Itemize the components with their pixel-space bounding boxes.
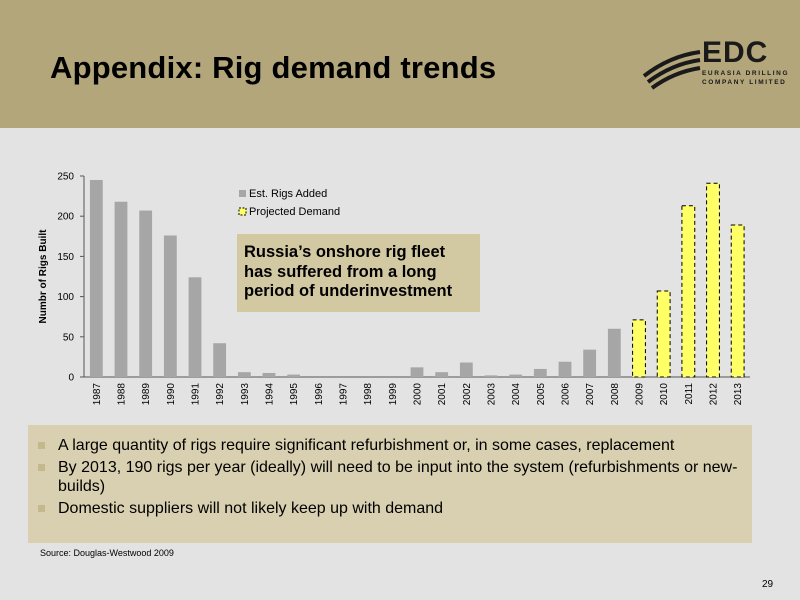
y-axis-title: Numbr of Rigs Built [38, 229, 49, 324]
x-tick-label: 1996 [314, 383, 325, 406]
x-tick-label: 2007 [585, 383, 596, 406]
bar-projected-demand [632, 319, 646, 378]
x-tick-label: 1987 [92, 383, 103, 406]
bullet-marker-icon [38, 505, 45, 512]
bullet-text: A large quantity of rigs require signifi… [58, 437, 675, 454]
x-tick-label: 2008 [610, 383, 621, 406]
y-tick-label: 100 [57, 292, 74, 303]
x-tick-label: 2003 [487, 383, 498, 406]
x-tick-label: 1994 [265, 383, 276, 406]
bar-est-rigs-added [237, 372, 251, 377]
bar-est-rigs-added [558, 361, 572, 377]
bar-est-rigs-added [509, 374, 523, 377]
x-tick-label: 2009 [635, 383, 646, 406]
y-tick-label: 200 [57, 212, 74, 223]
bar-projected-demand [681, 205, 696, 378]
bullet-panel: A large quantity of rigs require signifi… [28, 425, 752, 543]
bar-est-rigs-added [533, 368, 547, 377]
x-tick-label: 2002 [462, 383, 473, 406]
logo-subtitle-line1: EURASIA DRILLING [702, 70, 790, 77]
bar-est-rigs-added [89, 180, 103, 377]
callout-box: Russia’s onshore rig fleet has suffered … [237, 234, 480, 312]
x-tick-label: 1993 [240, 383, 251, 406]
x-tick-label: 1989 [141, 383, 152, 406]
bar-est-rigs-added [163, 235, 177, 377]
bar-est-rigs-added [262, 372, 276, 377]
bar-est-rigs-added [484, 375, 498, 377]
bar-projected-demand [730, 224, 745, 378]
y-tick-label: 150 [57, 252, 74, 263]
x-tick-label: 2011 [684, 383, 695, 405]
bar-est-rigs-added [287, 374, 301, 377]
bullet-text: By 2013, 190 rigs per year (ideally) wil… [58, 459, 738, 495]
page-number: 29 [762, 579, 774, 590]
bar-projected-demand [706, 182, 720, 378]
x-tick-label: 1988 [117, 383, 128, 406]
x-tick-label: 2010 [659, 383, 670, 406]
rig-demand-chart: 0 50 100 150 200 250 Numbr of Rigs Built 1987 19… [38, 172, 750, 406]
bar-est-rigs-added [213, 343, 227, 377]
logo-swoosh-icon [642, 50, 701, 90]
x-tick-label: 1992 [215, 383, 226, 406]
source-note: Source: Douglas-Westwood 2009 [40, 548, 174, 558]
x-tick-label: 1999 [388, 383, 399, 406]
x-tick-label: 2005 [536, 383, 547, 406]
y-tick-label: 250 [57, 172, 74, 183]
x-tick-label: 2013 [733, 383, 744, 406]
bar-est-rigs-added [435, 372, 449, 377]
bullet-marker-icon [38, 464, 45, 471]
y-tick-label: 50 [63, 332, 75, 343]
company-logo: EDC EURASIA DRILLING COMPANY LIMITED [640, 36, 788, 96]
bar-est-rigs-added [459, 362, 473, 377]
bar-est-rigs-added [114, 201, 128, 377]
x-tick-label: 2000 [413, 383, 424, 406]
x-tick-label: 2012 [709, 383, 720, 406]
x-tick-label: 2001 [437, 383, 448, 406]
logo-wordmark: EDC [702, 36, 769, 69]
slide-title: Appendix: Rig demand trends [50, 50, 497, 85]
x-tick-label: 1990 [166, 383, 177, 406]
bar-est-rigs-added [139, 210, 153, 377]
bar-est-rigs-added [410, 367, 424, 377]
logo-subtitle-line2: COMPANY LIMITED [702, 79, 787, 86]
bullet-marker-icon [38, 442, 45, 449]
legend-swatch-est-rigs-added [239, 190, 246, 197]
x-tick-label: 1997 [339, 383, 350, 406]
bar-est-rigs-added [607, 328, 621, 377]
callout-text: Russia’s onshore rig fleet has suffered … [244, 243, 453, 300]
x-tick-label: 1991 [191, 383, 202, 406]
bar-est-rigs-added [583, 349, 597, 377]
bullet-text: Domestic suppliers will not likely keep … [58, 500, 444, 517]
y-tick-label: 0 [68, 373, 74, 384]
x-tick-label: 1998 [363, 383, 374, 406]
bar-projected-demand [656, 290, 671, 378]
x-tick-label: 2004 [511, 383, 522, 406]
legend-label-projected-demand: Projected Demand [249, 206, 340, 218]
bar-est-rigs-added [188, 277, 202, 377]
x-tick-label: 1995 [289, 383, 300, 406]
x-tick-label: 2006 [561, 383, 572, 406]
legend-swatch-projected-demand [238, 207, 247, 216]
legend-label-est-rigs-added: Est. Rigs Added [249, 188, 327, 200]
